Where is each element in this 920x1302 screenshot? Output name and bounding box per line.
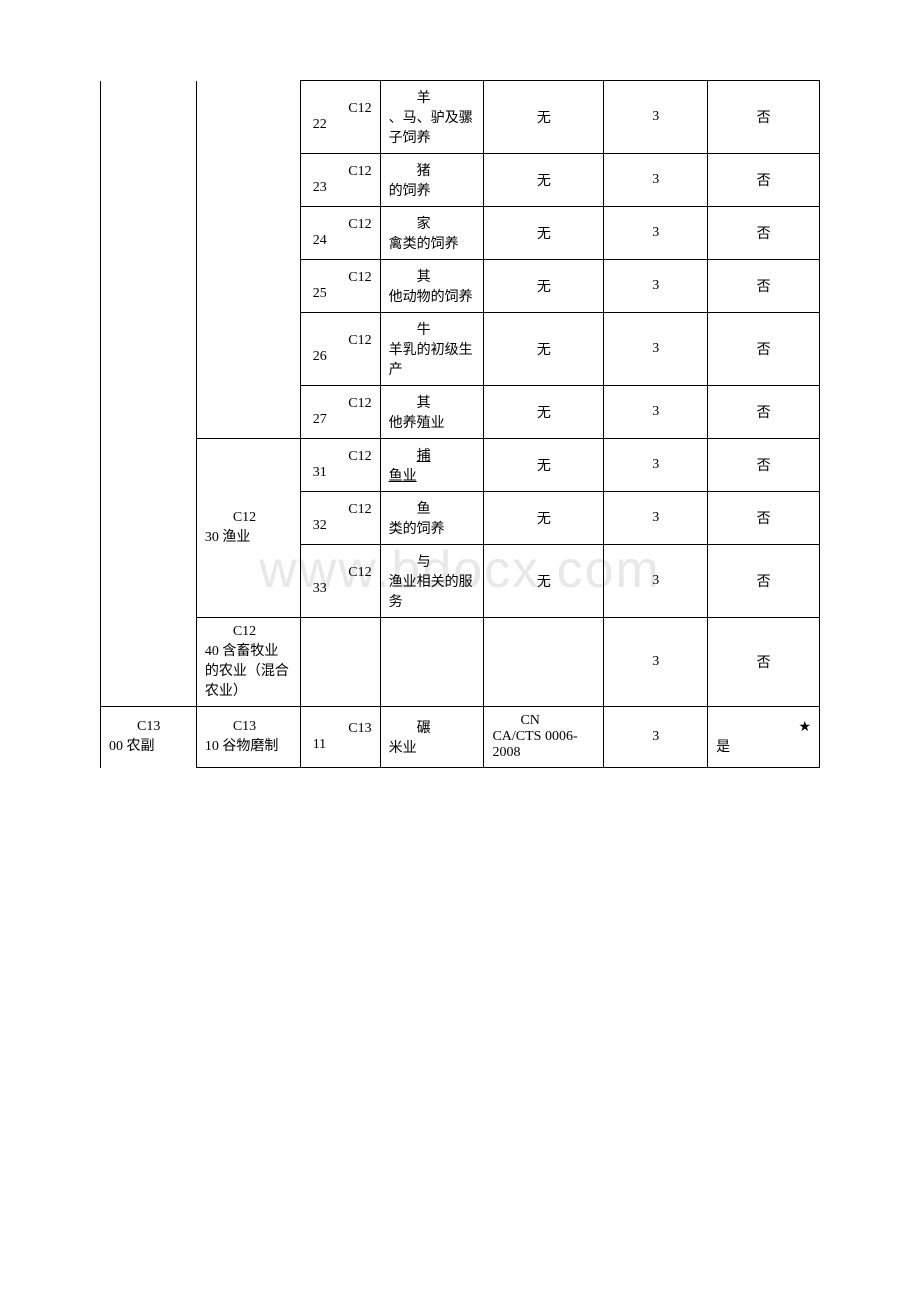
code-cell: C1233 bbox=[300, 545, 380, 618]
code-prefix: C12 bbox=[309, 164, 372, 180]
code-number: 32 bbox=[309, 518, 372, 534]
description-cell: 鱼类的饲养 bbox=[380, 492, 484, 545]
code-prefix: C13 bbox=[309, 721, 372, 737]
code-cell: C1224 bbox=[300, 207, 380, 260]
code-number: 31 bbox=[309, 465, 372, 481]
standard-cell: 无 bbox=[484, 154, 604, 207]
flag-cell: 否 bbox=[708, 260, 820, 313]
table-container: C1222羊、马、驴及骡子饲养无3否C1223猪的饲养无3否C1224家禽类的饲… bbox=[100, 80, 820, 768]
standard-cell: CNCA/CTS 0006-2008 bbox=[484, 707, 604, 768]
code-prefix: C12 bbox=[309, 449, 372, 465]
code-cell: C1223 bbox=[300, 154, 380, 207]
code-prefix: C12 bbox=[309, 101, 372, 117]
code-prefix: C12 bbox=[309, 333, 372, 349]
description-cell: 羊、马、驴及骡子饲养 bbox=[380, 81, 484, 154]
standard-cell: 无 bbox=[484, 81, 604, 154]
level-cell: 3 bbox=[604, 707, 708, 768]
flag-cell: 否 bbox=[708, 81, 820, 154]
category-level-2: C1230 渔业 bbox=[196, 439, 300, 618]
flag-cell: 否 bbox=[708, 618, 820, 707]
level-cell: 3 bbox=[604, 492, 708, 545]
code-cell: C1226 bbox=[300, 313, 380, 386]
standard-cell: 无 bbox=[484, 386, 604, 439]
code-number: 25 bbox=[309, 286, 372, 302]
level-cell: 3 bbox=[604, 386, 708, 439]
category-level-1 bbox=[101, 81, 197, 707]
flag-cell: ★是 bbox=[708, 707, 820, 768]
level-cell: 3 bbox=[604, 545, 708, 618]
code-cell: C1227 bbox=[300, 386, 380, 439]
category-level-2: C1240 含畜牧业的农业（混合农业） bbox=[196, 618, 300, 707]
star-icon: ★ bbox=[716, 719, 811, 736]
table-row: C1300 农副C1310 谷物磨制C1311碾米业CNCA/CTS 0006-… bbox=[101, 707, 820, 768]
level-cell: 3 bbox=[604, 207, 708, 260]
flag-cell: 否 bbox=[708, 207, 820, 260]
level-cell: 3 bbox=[604, 313, 708, 386]
code-number: 27 bbox=[309, 412, 372, 428]
level-cell: 3 bbox=[604, 618, 708, 707]
table-body: C1222羊、马、驴及骡子饲养无3否C1223猪的饲养无3否C1224家禽类的饲… bbox=[101, 81, 820, 768]
level-cell: 3 bbox=[604, 439, 708, 492]
level-cell: 3 bbox=[604, 81, 708, 154]
flag-cell: 否 bbox=[708, 545, 820, 618]
code-prefix: C12 bbox=[309, 270, 372, 286]
code-cell: C1222 bbox=[300, 81, 380, 154]
description-cell: 猪的饲养 bbox=[380, 154, 484, 207]
table-row: C1222羊、马、驴及骡子饲养无3否 bbox=[101, 81, 820, 154]
standard-cell bbox=[484, 618, 604, 707]
standard-cell: 无 bbox=[484, 545, 604, 618]
category-level-2: C1310 谷物磨制 bbox=[196, 707, 300, 768]
code-prefix: C12 bbox=[309, 217, 372, 233]
code-cell bbox=[300, 618, 380, 707]
flag-cell: 否 bbox=[708, 386, 820, 439]
standard-cell: 无 bbox=[484, 260, 604, 313]
code-prefix: C12 bbox=[309, 502, 372, 518]
flag-cell: 否 bbox=[708, 492, 820, 545]
category-level-1: C1300 农副 bbox=[101, 707, 197, 768]
code-number: 24 bbox=[309, 233, 372, 249]
code-number: 33 bbox=[309, 581, 372, 597]
code-number: 11 bbox=[309, 737, 372, 753]
code-cell: C1231 bbox=[300, 439, 380, 492]
description-cell: 碾米业 bbox=[380, 707, 484, 768]
code-number: 26 bbox=[309, 349, 372, 365]
table-row: C1240 含畜牧业的农业（混合农业） 3否 bbox=[101, 618, 820, 707]
code-cell: C1311 bbox=[300, 707, 380, 768]
description-cell: 捕鱼业 bbox=[380, 439, 484, 492]
level-cell: 3 bbox=[604, 260, 708, 313]
description-cell bbox=[380, 618, 484, 707]
description-cell: 其他养殖业 bbox=[380, 386, 484, 439]
code-number: 23 bbox=[309, 180, 372, 196]
classification-table: C1222羊、马、驴及骡子饲养无3否C1223猪的饲养无3否C1224家禽类的饲… bbox=[100, 80, 820, 768]
description-cell: 与渔业相关的服务 bbox=[380, 545, 484, 618]
level-cell: 3 bbox=[604, 154, 708, 207]
description-cell: 其他动物的饲养 bbox=[380, 260, 484, 313]
standard-cell: 无 bbox=[484, 207, 604, 260]
category-level-2 bbox=[196, 81, 300, 439]
description-cell: 家禽类的饲养 bbox=[380, 207, 484, 260]
flag-cell: 否 bbox=[708, 154, 820, 207]
standard-cell: 无 bbox=[484, 439, 604, 492]
code-cell: C1225 bbox=[300, 260, 380, 313]
code-prefix: C12 bbox=[309, 396, 372, 412]
code-prefix: C12 bbox=[309, 565, 372, 581]
standard-cell: 无 bbox=[484, 492, 604, 545]
flag-cell: 否 bbox=[708, 439, 820, 492]
flag-cell: 否 bbox=[708, 313, 820, 386]
code-number: 22 bbox=[309, 117, 372, 133]
description-cell: 牛羊乳的初级生产 bbox=[380, 313, 484, 386]
table-row: C1230 渔业C1231捕鱼业无3否 bbox=[101, 439, 820, 492]
standard-cell: 无 bbox=[484, 313, 604, 386]
code-cell: C1232 bbox=[300, 492, 380, 545]
